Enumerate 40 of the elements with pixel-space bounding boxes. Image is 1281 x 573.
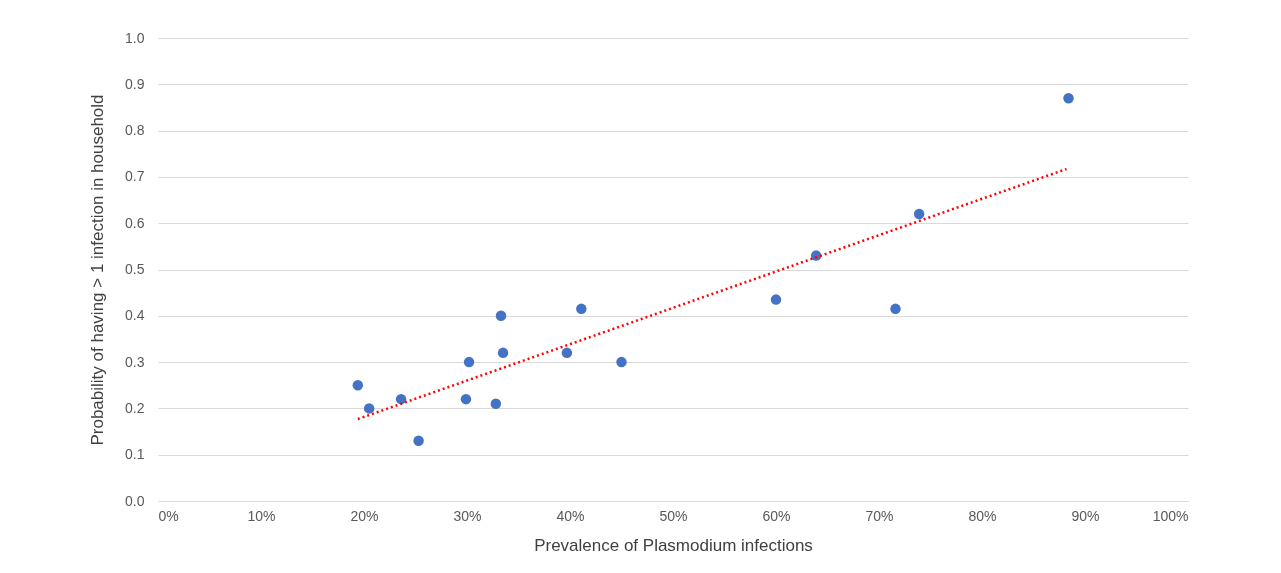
- y-tick-label: 0.4: [125, 307, 145, 324]
- point: [490, 398, 502, 409]
- x-tick-label: 10%: [247, 507, 276, 524]
- y-tick-label: 0.7: [125, 168, 145, 185]
- x-tick-label: 20%: [350, 507, 379, 524]
- point: [460, 393, 472, 405]
- y-axis-title: Probability of having > 1 infection in household: [88, 94, 108, 446]
- y-tick-label: 0.0: [125, 492, 145, 509]
- point: [561, 347, 573, 359]
- y-tick-label: 0.1: [125, 446, 145, 463]
- y-tick-label: 0.3: [125, 353, 145, 370]
- y-tick-label: 0.5: [125, 261, 145, 277]
- point: [1063, 92, 1074, 104]
- x-tick-label: 90%: [1071, 507, 1100, 524]
- point: [576, 303, 587, 315]
- point: [495, 310, 507, 322]
- point: [616, 356, 627, 368]
- x-tick-label: 40%: [556, 507, 585, 524]
- point: [395, 393, 407, 405]
- y-tick-label: 0.9: [125, 75, 145, 92]
- point: [497, 347, 509, 359]
- point: [913, 208, 925, 220]
- point: [890, 303, 901, 315]
- x-tick-label: 30%: [453, 507, 482, 524]
- y-tick-label: 0.2: [125, 399, 145, 416]
- y-tick-label: 1.0: [125, 29, 145, 46]
- x-tick-label: 0%: [158, 507, 179, 524]
- point: [463, 356, 475, 368]
- point: [363, 403, 375, 414]
- x-tick-label: 100%: [1152, 507, 1189, 524]
- point: [413, 435, 424, 447]
- y-tick-label: 0.6: [125, 214, 145, 231]
- point: [770, 294, 782, 305]
- x-tick-label: 80%: [968, 507, 997, 524]
- point: [352, 380, 364, 391]
- x-axis-title: Prevalence of Plasmodium infections: [534, 535, 813, 555]
- y-tick-label: 0.8: [125, 122, 145, 139]
- x-tick-label: 70%: [865, 507, 894, 524]
- x-tick-label: 50%: [659, 507, 688, 524]
- x-tick-label: 60%: [762, 507, 791, 524]
